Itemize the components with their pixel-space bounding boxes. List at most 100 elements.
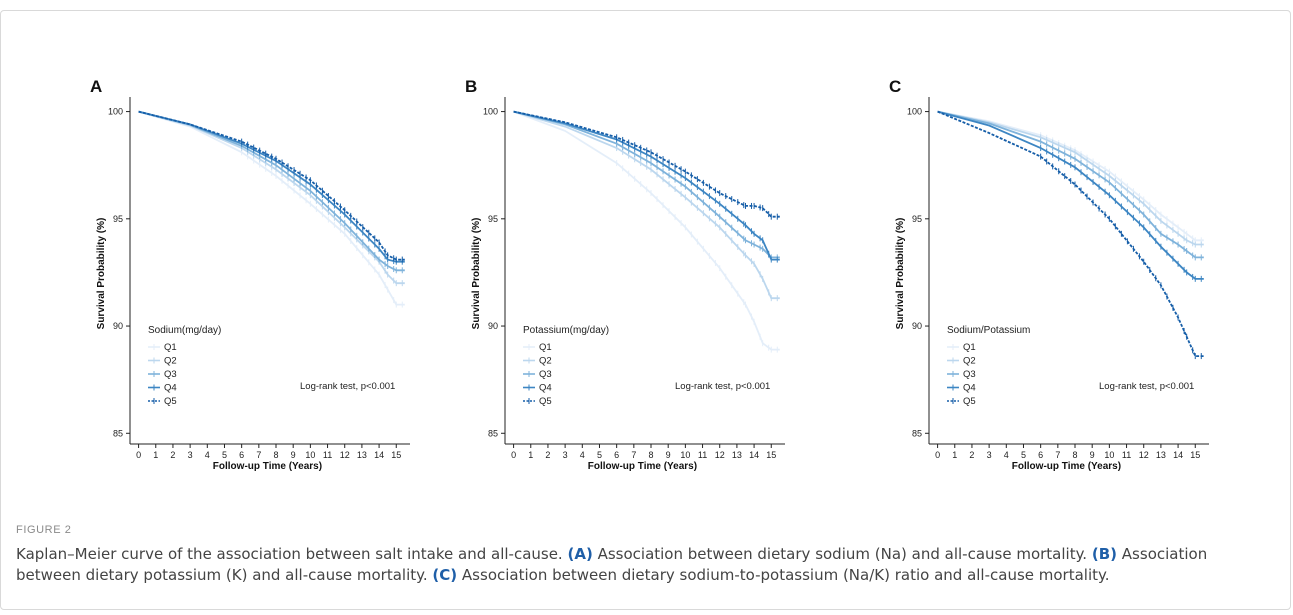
x-tick-label: 9 <box>666 450 671 460</box>
x-tick-label: 15 <box>391 450 401 460</box>
x-tick-label: 2 <box>170 450 175 460</box>
x-tick-label: 12 <box>715 450 725 460</box>
x-axis-label: Follow-up Time (Years) <box>588 461 697 472</box>
y-axis-label: Survival Probability (%) <box>471 218 482 330</box>
legend-label-q3: Q3 <box>963 369 976 380</box>
panel-letter: A <box>90 77 102 96</box>
y-tick-label: 90 <box>912 321 922 331</box>
x-tick-label: 8 <box>1073 450 1078 460</box>
y-axis-label: Survival Probability (%) <box>895 218 906 330</box>
x-tick-label: 15 <box>1190 450 1200 460</box>
series-line-q3 <box>937 110 1204 259</box>
x-tick-label: 10 <box>305 450 315 460</box>
x-tick-label: 3 <box>987 450 992 460</box>
censor-marks-q5 <box>241 138 403 263</box>
x-tick-label: 2 <box>545 450 550 460</box>
x-tick-label: 0 <box>136 450 141 460</box>
panel-letter: B <box>465 77 477 96</box>
y-tick-label: 100 <box>483 107 498 117</box>
x-tick-label: 5 <box>222 450 227 460</box>
x-tick-label: 11 <box>698 450 707 460</box>
legend-label-q2: Q2 <box>164 356 177 367</box>
y-tick-label: 90 <box>488 321 498 331</box>
legend-title: Sodium(mg/day) <box>148 325 221 336</box>
y-tick-label: 100 <box>108 107 123 117</box>
series-line-q2 <box>138 110 405 285</box>
y-tick-label: 85 <box>113 428 123 438</box>
x-tick-label: 0 <box>935 450 940 460</box>
y-tick-label: 95 <box>912 214 922 224</box>
series-line-q5 <box>138 110 405 261</box>
caption-text-b: Association between dietary potassium (K… <box>16 545 1208 584</box>
y-tick-label: 100 <box>907 107 922 117</box>
x-tick-label: 0 <box>511 450 516 460</box>
log-rank-annotation: Log-rank test, p<0.001 <box>1099 381 1194 392</box>
censor-marks-q3 <box>241 142 403 274</box>
caption-block: FIGURE 2 Kaplan–Meier curve of the assoc… <box>16 524 1266 586</box>
x-tick-label: 1 <box>528 450 533 460</box>
x-tick-label: 14 <box>1173 450 1183 460</box>
series-line-q4 <box>138 110 405 263</box>
legend-label-q4: Q4 <box>164 383 177 394</box>
legend-label-q5: Q5 <box>963 396 976 407</box>
legend-label-q1: Q1 <box>164 342 177 353</box>
x-tick-label: 9 <box>291 450 296 460</box>
legend: Potassium(mg/day) Q1 Q2 Q3 Q4 Q5 <box>523 325 609 407</box>
legend-label-q3: Q3 <box>539 369 552 380</box>
log-rank-annotation: Log-rank test, p<0.001 <box>675 381 770 392</box>
series-line-q3 <box>513 110 780 259</box>
series-line-q4 <box>937 110 1204 280</box>
x-tick-label: 7 <box>256 450 261 460</box>
censor-marks-q3 <box>1040 138 1202 261</box>
x-tick-label: 8 <box>274 450 279 460</box>
x-tick-label: 6 <box>1038 450 1043 460</box>
figure-caption: Kaplan–Meier curve of the association be… <box>16 544 1266 586</box>
x-tick-label: 15 <box>766 450 776 460</box>
log-rank-annotation: Log-rank test, p<0.001 <box>300 381 395 392</box>
x-tick-label: 6 <box>614 450 619 460</box>
legend: Sodium/Potassium Q1 Q2 Q3 Q4 Q5 <box>947 325 1030 407</box>
x-tick-label: 3 <box>563 450 568 460</box>
x-tick-label: 4 <box>205 450 210 460</box>
caption-text-c: Association between dietary sodium-to-po… <box>457 566 1110 584</box>
y-tick-label: 85 <box>912 428 922 438</box>
censor-marks-q1 <box>241 149 403 308</box>
x-tick-label: 11 <box>323 450 332 460</box>
x-tick-label: 4 <box>580 450 585 460</box>
legend-title: Potassium(mg/day) <box>523 325 609 336</box>
x-tick-label: 1 <box>153 450 158 460</box>
legend-title: Sodium/Potassium <box>947 325 1030 336</box>
x-tick-label: 1 <box>952 450 957 460</box>
caption-label-a: (A) <box>567 545 593 563</box>
y-tick-label: 85 <box>488 428 498 438</box>
x-tick-label: 10 <box>680 450 690 460</box>
legend-label-q1: Q1 <box>539 342 552 353</box>
series-line-q3 <box>138 110 405 272</box>
x-tick-label: 8 <box>649 450 654 460</box>
legend-label-q4: Q4 <box>963 383 976 394</box>
series-line-q1 <box>138 110 405 306</box>
legend-label-q5: Q5 <box>164 396 177 407</box>
series-line-q1 <box>513 110 780 351</box>
x-tick-label: 14 <box>374 450 384 460</box>
x-tick-label: 5 <box>597 450 602 460</box>
x-tick-label: 3 <box>188 450 193 460</box>
x-tick-label: 13 <box>357 450 367 460</box>
censor-marks-q1 <box>616 160 778 353</box>
x-tick-label: 12 <box>1139 450 1149 460</box>
censor-marks-q2 <box>616 145 778 302</box>
x-tick-label: 10 <box>1104 450 1114 460</box>
panel-letter: C <box>889 77 901 96</box>
censor-marks-q5 <box>616 134 778 220</box>
x-tick-label: 2 <box>969 450 974 460</box>
x-tick-label: 7 <box>631 450 636 460</box>
caption-label-c: (C) <box>432 566 458 584</box>
censor-marks-q4 <box>1040 145 1202 282</box>
x-tick-label: 11 <box>1122 450 1131 460</box>
legend-label-q5: Q5 <box>539 396 552 407</box>
legend-label-q2: Q2 <box>539 356 552 367</box>
legend-label-q1: Q1 <box>963 342 976 353</box>
x-tick-label: 14 <box>749 450 759 460</box>
